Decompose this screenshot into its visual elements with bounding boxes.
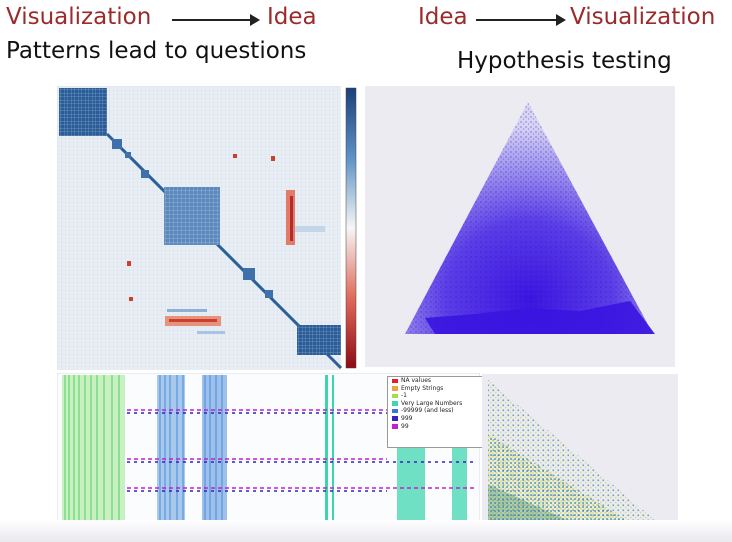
- left-subtitle: Patterns lead to questions: [6, 38, 307, 64]
- left-arrow-icon: [172, 14, 260, 26]
- missing-values-legend: NA values Empty Strings -1 Very Large Nu…: [387, 376, 486, 448]
- legend-swatch: [392, 424, 398, 429]
- left-title-to: Idea: [267, 4, 317, 30]
- legend-item-very-large: Very Large Numbers: [388, 400, 485, 408]
- right-title-to: Visualization: [570, 4, 716, 30]
- ternary-density-panel: [365, 86, 675, 367]
- legend-label: 99: [401, 422, 409, 430]
- legend-label: -99999 (and less): [401, 407, 454, 415]
- left-title-from: Visualization: [6, 4, 152, 30]
- triangle-scatter-panel: [482, 374, 678, 542]
- legend-item-999: 999: [388, 415, 485, 423]
- legend-swatch: [392, 401, 398, 406]
- legend-label: Very Large Numbers: [401, 399, 463, 407]
- legend-label: -1: [401, 392, 407, 400]
- legend-item-99: 99: [388, 423, 485, 431]
- legend-item-empty-strings: Empty Strings: [388, 385, 485, 393]
- ternary-density-plot: [405, 102, 655, 334]
- legend-item-neg-99999: -99999 (and less): [388, 407, 485, 415]
- legend-swatch: [392, 408, 398, 414]
- legend-swatch: [392, 393, 398, 399]
- slide-footer-shade: [0, 520, 732, 542]
- right-title-from: Idea: [418, 4, 468, 30]
- missing-values-matrix: [57, 373, 480, 542]
- legend-swatch: [392, 386, 398, 391]
- correlation-heatmap: [57, 86, 357, 370]
- correlation-heatmap-panel: [57, 86, 362, 370]
- triangle-scatter-plot: [488, 380, 674, 536]
- right-arrow-icon: [476, 14, 566, 26]
- right-subtitle: Hypothesis testing: [457, 48, 672, 74]
- legend-item-na: NA values: [388, 377, 485, 385]
- legend-label: NA values: [401, 377, 432, 384]
- legend-item-minus-one: -1: [388, 392, 485, 400]
- legend-label: 999: [401, 414, 413, 422]
- legend-swatch: [392, 378, 398, 383]
- legend-swatch: [392, 416, 398, 421]
- legend-label: Empty Strings: [401, 384, 444, 392]
